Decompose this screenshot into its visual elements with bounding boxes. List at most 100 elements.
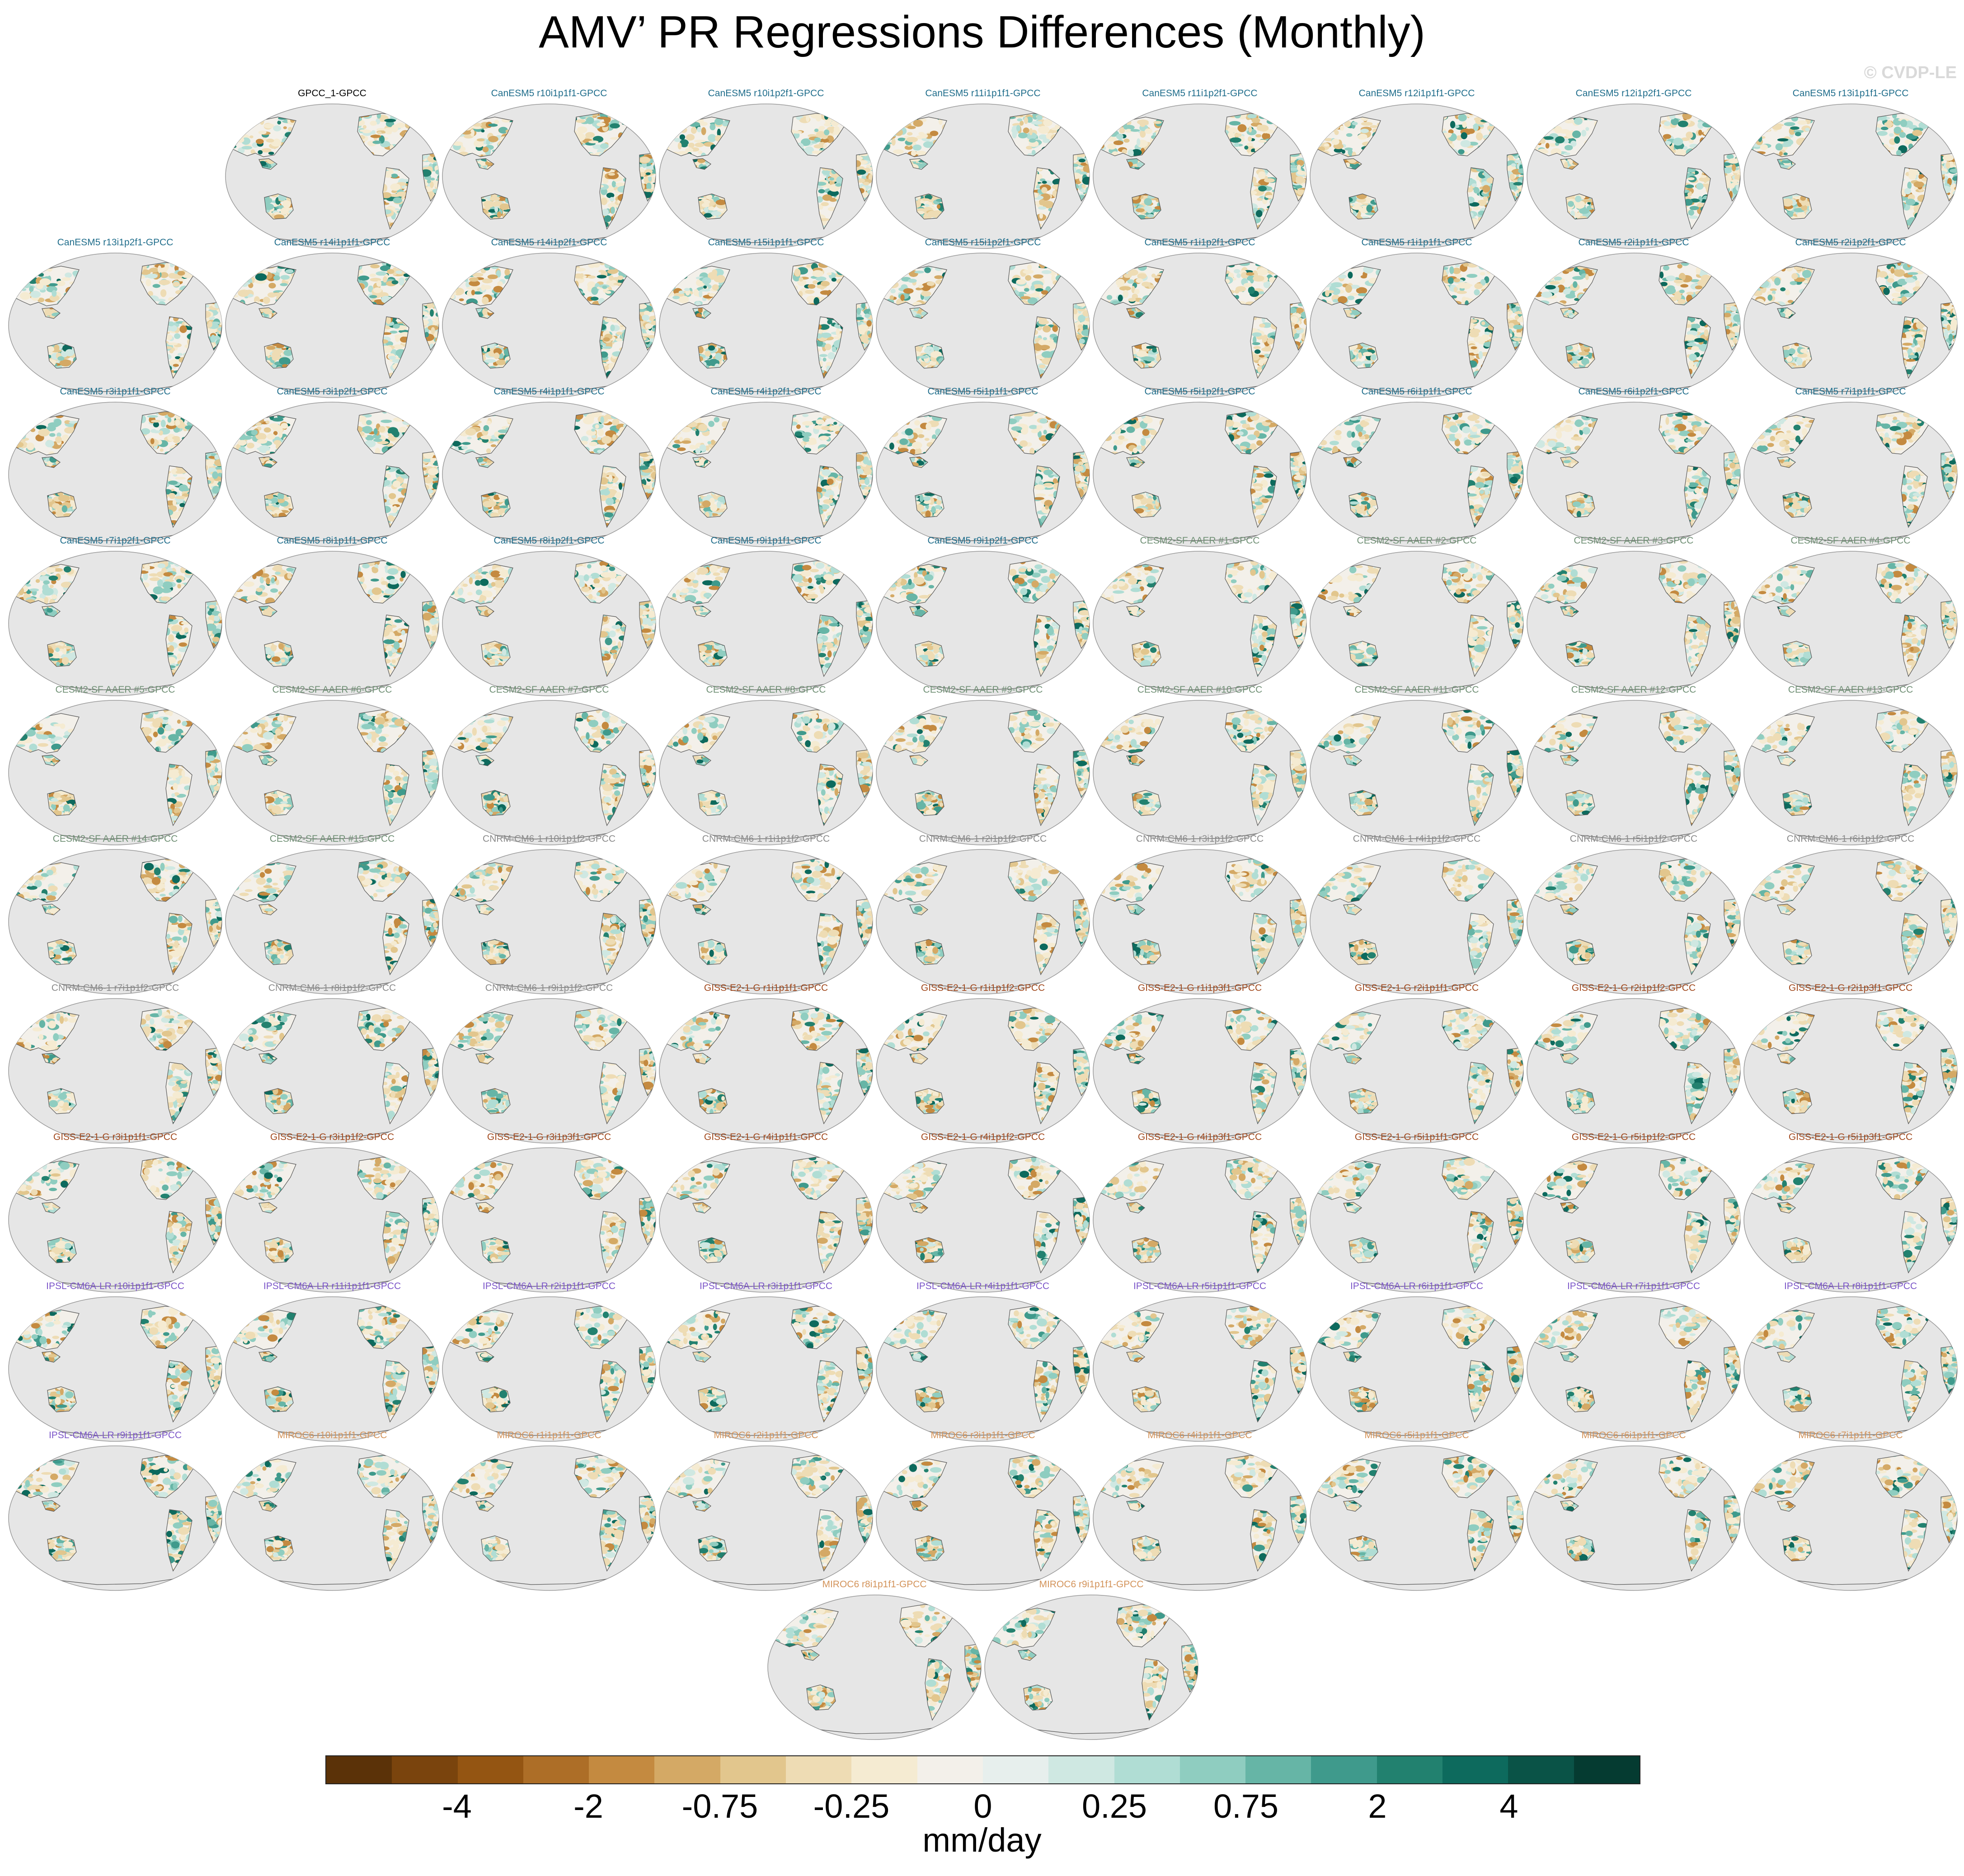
precip-cell	[1928, 110, 1934, 116]
precip-cell	[854, 108, 863, 109]
precip-cell	[1722, 108, 1730, 114]
precip-cell	[661, 141, 666, 145]
coastline-asia	[227, 117, 296, 157]
precip-cell	[1068, 112, 1075, 115]
precip-cell	[1316, 126, 1327, 133]
map-panel: CanESM5 r11i1p2f1-GPCC	[1091, 88, 1308, 251]
precip-cell	[639, 110, 645, 117]
precip-cell	[1104, 131, 1111, 134]
precip-cell	[1061, 113, 1066, 119]
precip-cell	[697, 127, 702, 132]
precip-cell	[1720, 118, 1725, 121]
precip-cell	[661, 118, 669, 125]
precip-cell	[1699, 115, 1706, 120]
precip-cell	[245, 266, 253, 270]
precip-cell	[601, 208, 609, 216]
precip-cell	[645, 172, 651, 175]
precip-cell	[453, 133, 458, 136]
precip-cell	[1801, 201, 1806, 206]
precip-cell	[206, 257, 212, 262]
precip-cell	[821, 168, 830, 171]
precip-cell	[1503, 117, 1513, 121]
precip-cell	[1494, 113, 1497, 121]
precip-cell	[1085, 195, 1090, 199]
precip-cell	[691, 127, 697, 134]
precip-cell	[399, 277, 404, 286]
precip-cell	[1714, 117, 1725, 121]
precip-cell	[1759, 123, 1764, 128]
precip-cell	[273, 125, 282, 131]
precip-cell	[1504, 108, 1508, 114]
precip-cell	[1278, 117, 1284, 121]
precip-cell	[1042, 181, 1047, 184]
precip-cell	[497, 196, 507, 201]
coastline-southam	[599, 167, 626, 230]
precip-cell	[1696, 183, 1704, 190]
precip-cell	[814, 128, 819, 132]
precip-cell	[402, 179, 409, 182]
precip-cell	[619, 113, 628, 118]
precip-cell	[1068, 114, 1077, 119]
precip-cell	[410, 115, 416, 121]
precip-cell	[1937, 118, 1943, 121]
coastline-southam	[1033, 167, 1060, 230]
precip-cell	[639, 157, 651, 163]
precip-cell	[1924, 113, 1930, 119]
precip-cell	[1257, 197, 1262, 201]
precip-cell	[1711, 108, 1717, 112]
precip-cell	[1940, 108, 1947, 112]
precip-cell	[1719, 114, 1728, 121]
precip-cell	[1937, 109, 1945, 114]
precip-cell	[1063, 111, 1067, 119]
precip-cell	[193, 268, 199, 270]
precip-cell	[415, 108, 426, 110]
precip-cell	[272, 351, 279, 357]
precip-cell	[1507, 112, 1512, 117]
precip-cell	[411, 109, 418, 114]
precip-cell	[197, 258, 202, 265]
coastline-seasia	[258, 158, 277, 170]
precip-cell	[1930, 113, 1937, 118]
precip-cell	[1291, 111, 1297, 119]
precip-cell	[642, 113, 646, 118]
precip-cell	[1929, 112, 1939, 118]
precip-cell	[193, 259, 199, 267]
precip-cell	[1724, 111, 1730, 116]
precip-cell	[416, 116, 427, 120]
precip-cell	[859, 108, 863, 111]
precip-cell	[850, 114, 861, 121]
precip-cell	[164, 263, 169, 271]
precip-cell	[1476, 132, 1483, 141]
precip-cell	[188, 266, 195, 272]
precip-cell	[1072, 118, 1080, 121]
precip-cell	[472, 125, 484, 129]
precip-cell	[636, 109, 640, 115]
precip-cell	[244, 126, 253, 129]
precip-cell	[641, 116, 646, 121]
precip-cell	[411, 108, 420, 111]
precip-cell	[1291, 112, 1297, 115]
precip-cell	[819, 142, 825, 146]
precip-cell	[1715, 108, 1723, 111]
panel-title: CanESM5 r13i1p2f1-GPCC	[7, 237, 224, 251]
precip-cell	[844, 110, 849, 116]
precip-cell	[1564, 152, 1570, 155]
precip-cell	[23, 267, 27, 274]
coastline-seasia	[475, 158, 494, 170]
precip-cell	[1494, 108, 1505, 114]
precip-cell	[1081, 184, 1086, 188]
precip-cell	[1061, 116, 1067, 121]
precip-cell	[370, 273, 376, 277]
precip-cell	[1358, 133, 1367, 140]
precip-cell	[1339, 125, 1344, 131]
precip-cell	[1936, 115, 1943, 119]
precip-cell	[706, 194, 713, 199]
precip-cell	[1501, 108, 1511, 113]
precip-cell	[1068, 116, 1073, 121]
precip-cell	[248, 117, 254, 123]
precip-cell	[1689, 215, 1698, 219]
precip-cell	[1929, 112, 1936, 118]
precip-cell	[1227, 127, 1238, 133]
precip-cell	[1575, 196, 1582, 202]
precip-cell	[1496, 111, 1505, 115]
